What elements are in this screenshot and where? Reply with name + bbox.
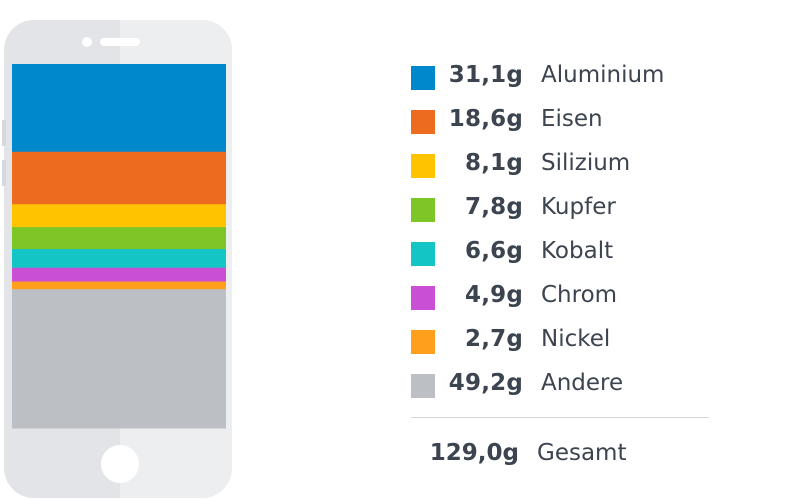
home-button-icon: [101, 445, 139, 483]
legend-swatch: [411, 66, 435, 90]
side-button: [2, 120, 6, 146]
bar-segment-silizium: [12, 204, 226, 228]
legend-item-kupfer: 7,8g Kupfer: [411, 190, 711, 234]
legend-label: Silizium: [541, 150, 631, 176]
legend-swatch: [411, 242, 435, 266]
legend-label: Kupfer: [541, 194, 616, 220]
legend-item-aluminium: 31,1g Aluminium: [411, 58, 711, 102]
legend-value: 2,7g: [464, 326, 523, 352]
legend-swatch: [411, 154, 435, 178]
legend-label: Aluminium: [541, 62, 665, 88]
bar-segment-aluminium: [12, 64, 226, 153]
legend-value: 6,6g: [464, 238, 523, 264]
bar-segment-andere: [12, 289, 226, 429]
legend-item-andere: 49,2g Andere: [411, 366, 711, 410]
bar-segment-kobalt: [12, 249, 226, 269]
legend-item-eisen: 18,6g Eisen: [411, 102, 711, 146]
bar-segment-kupfer: [12, 227, 226, 250]
legend-swatch: [411, 286, 435, 310]
bar-segment-chrom: [12, 267, 226, 283]
total-value: 129,0g: [429, 440, 519, 466]
legend-value: 49,2g: [448, 370, 523, 396]
legend-value: 18,6g: [448, 106, 523, 132]
legend-item-nickel: 2,7g Nickel: [411, 322, 711, 366]
bar-segment-nickel: [12, 281, 226, 290]
legend-value: 4,9g: [464, 282, 523, 308]
side-button: [2, 160, 6, 186]
legend-value: 8,1g: [464, 150, 523, 176]
legend-item-kobalt: 6,6g Kobalt: [411, 234, 711, 278]
legend-label: Kobalt: [541, 238, 614, 264]
legend-value: 7,8g: [464, 194, 523, 220]
legend-swatch: [411, 110, 435, 134]
legend-divider: [411, 417, 709, 418]
legend-label: Andere: [541, 370, 624, 396]
legend-swatch: [411, 330, 435, 354]
legend-label: Nickel: [541, 326, 611, 352]
legend-item-silizium: 8,1g Silizium: [411, 146, 711, 190]
legend-swatch: [411, 198, 435, 222]
stacked-bar-chart: [12, 64, 226, 429]
front-camera-icon: [82, 37, 92, 47]
legend-label: Eisen: [541, 106, 603, 132]
legend-swatch: [411, 374, 435, 398]
total-label: Gesamt: [537, 440, 627, 466]
speaker-grille: [100, 38, 140, 46]
legend-label: Chrom: [541, 282, 618, 308]
legend-item-chrom: 4,9g Chrom: [411, 278, 711, 322]
phone-illustration: [2, 20, 232, 498]
bar-segment-eisen: [12, 151, 226, 205]
legend-value: 31,1g: [448, 62, 523, 88]
